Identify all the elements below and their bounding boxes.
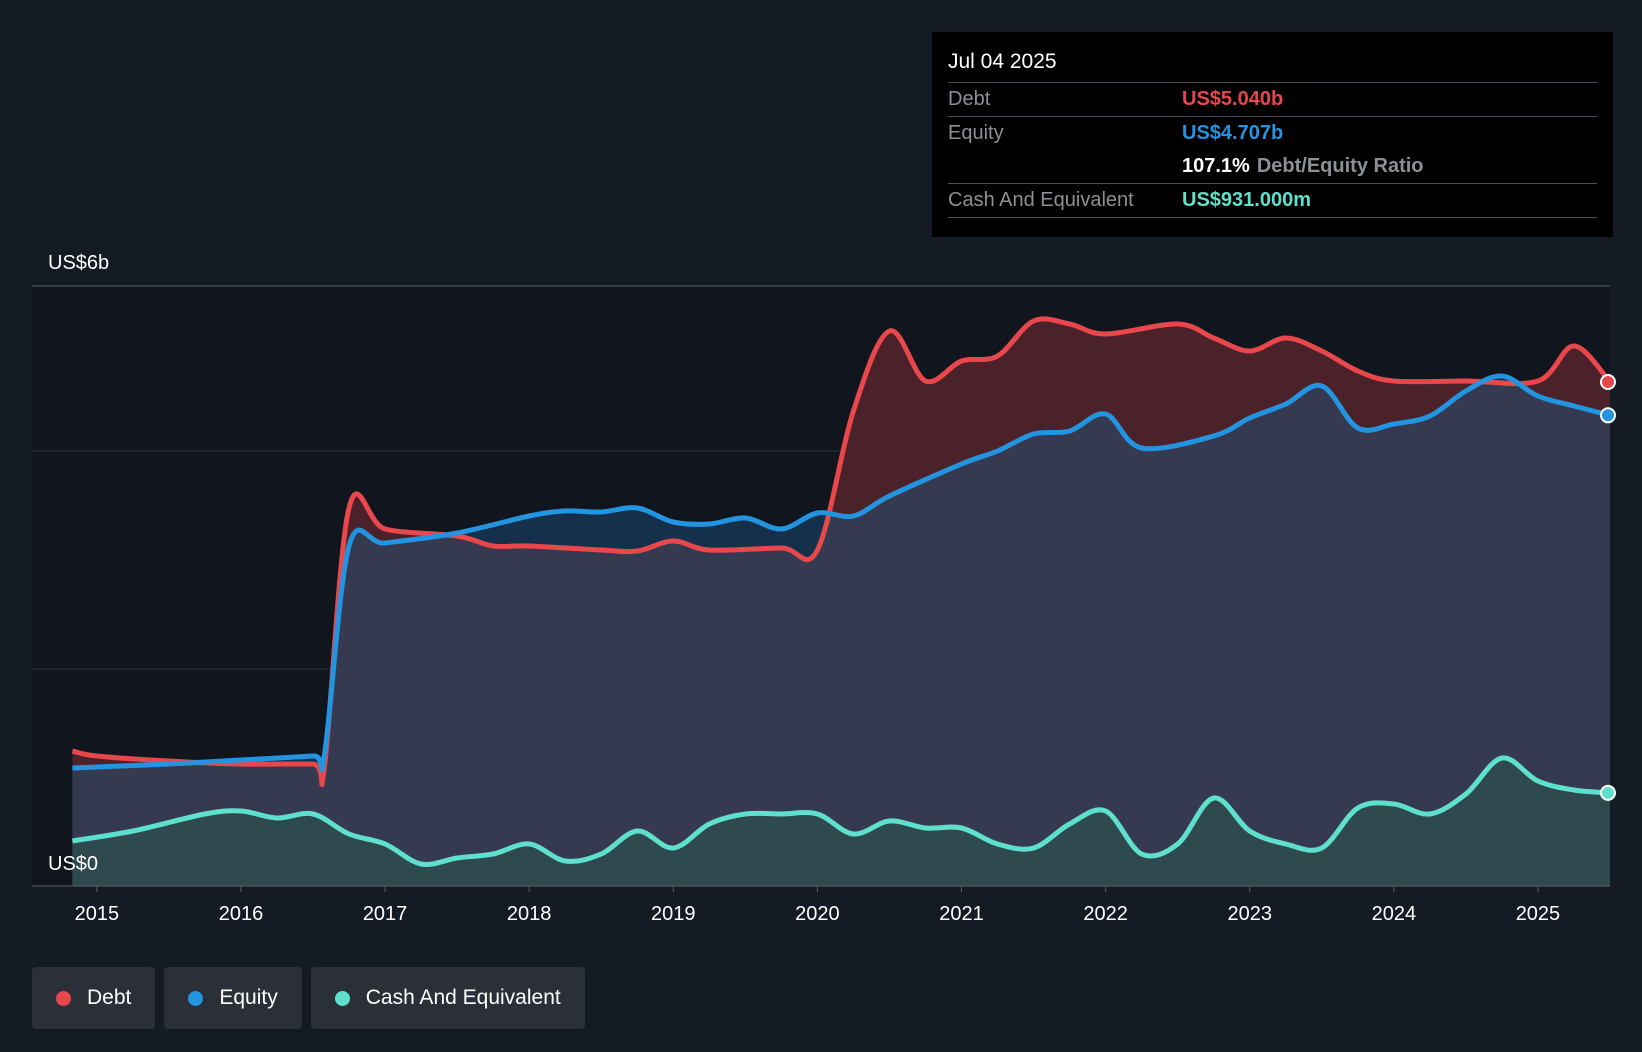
tooltip-ratio-value: 107.1% xyxy=(1182,155,1250,177)
tooltip-equity-row: Equity US$4.707b xyxy=(948,116,1597,150)
legend-item-debt[interactable]: Debt xyxy=(32,967,156,1029)
tooltip-ratio-row: 107.1% Debt/Equity Ratio xyxy=(948,150,1597,183)
x-tick-label: 2020 xyxy=(795,903,840,925)
equity-area xyxy=(72,375,1610,886)
series-end-marker[interactable] xyxy=(1600,374,1616,390)
tooltip-cash-value: US$931.000m xyxy=(1182,189,1311,211)
cash-line xyxy=(71,755,1611,867)
tooltip-equity-label: Equity xyxy=(948,122,1004,144)
legend: Debt Equity Cash And Equivalent xyxy=(32,967,585,1029)
series-end-marker[interactable] xyxy=(1600,407,1616,424)
tooltip-equity-value: US$4.707b xyxy=(1182,122,1284,144)
cash-dot-icon xyxy=(334,990,350,1006)
tooltip-debt-row: Debt US$5.040b xyxy=(948,82,1597,116)
x-tick-label: 2023 xyxy=(1227,903,1272,925)
legend-item-equity[interactable]: Equity xyxy=(164,967,302,1029)
tooltip-panel: Jul 04 2025 Debt US$5.040b Equity US$4.7… xyxy=(932,32,1613,237)
legend-debt-label: Debt xyxy=(87,986,132,1009)
tooltip-cash-row: Cash And Equivalent US$931.000m xyxy=(948,183,1597,218)
x-tick-label: 2021 xyxy=(939,903,984,925)
tooltip-cash-label: Cash And Equivalent xyxy=(948,189,1134,211)
x-tick-label: 2015 xyxy=(75,903,120,925)
tooltip-debt-value: US$5.040b xyxy=(1182,88,1284,110)
x-tick-label: 2016 xyxy=(219,903,264,925)
x-tick-label: 2017 xyxy=(363,903,408,925)
x-tick-label: 2025 xyxy=(1516,903,1561,925)
cash-area xyxy=(72,757,1610,886)
tooltip-ratio-label: Debt/Equity Ratio xyxy=(1256,155,1424,177)
debt-dot-icon xyxy=(56,990,71,1006)
y-axis-bottom-label: US$0 xyxy=(48,853,98,875)
x-tick-label: 2022 xyxy=(1083,903,1128,925)
legend-equity-label: Equity xyxy=(219,986,278,1009)
equity-dot-icon xyxy=(188,990,204,1006)
x-tick-label: 2018 xyxy=(507,903,552,925)
y-axis-top-label: US$6b xyxy=(48,252,109,274)
tooltip-debt-label: Debt xyxy=(948,88,991,110)
legend-item-cash[interactable]: Cash And Equivalent xyxy=(310,967,585,1029)
legend-cash-label: Cash And Equivalent xyxy=(365,986,561,1009)
tooltip-date: Jul 04 2025 xyxy=(948,50,1057,73)
x-tick-label: 2019 xyxy=(651,903,696,925)
series-end-marker[interactable] xyxy=(1600,784,1616,801)
equity-line xyxy=(72,373,1611,773)
x-tick-label: 2024 xyxy=(1372,903,1417,925)
